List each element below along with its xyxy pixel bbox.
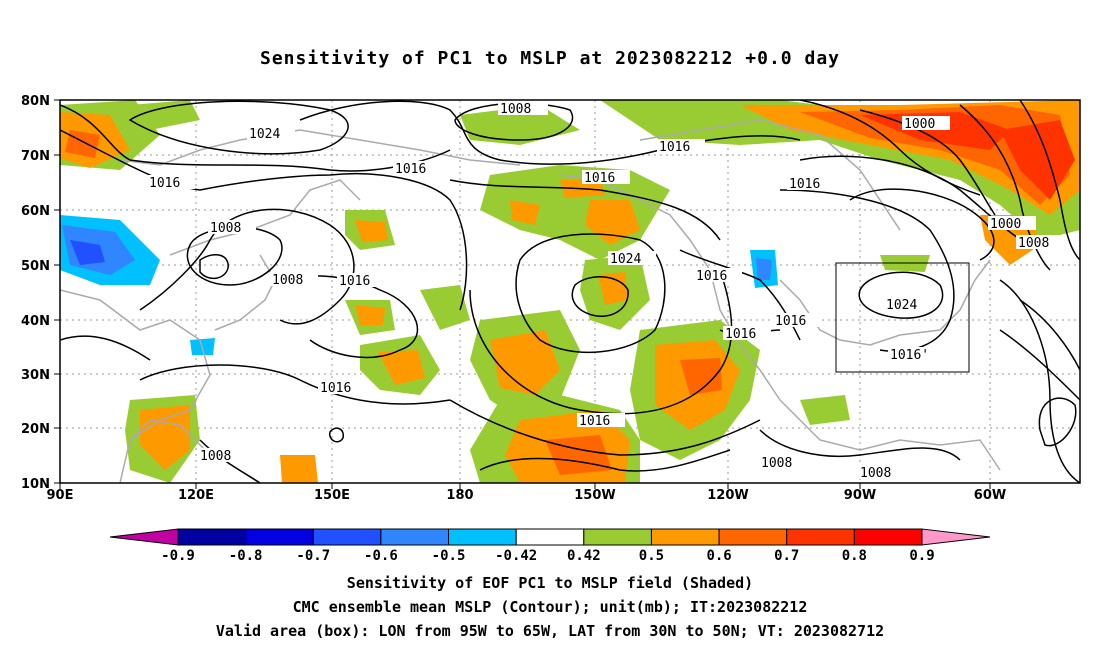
- contour-label: 1008: [272, 273, 303, 288]
- contour-label: 1024: [249, 127, 280, 142]
- colorbar-swatch: [650, 528, 720, 546]
- lon-label: 150W: [574, 488, 615, 503]
- contour-labels: 1008 1024 1016 1016 1016 1008 1008 1016 …: [147, 101, 1064, 481]
- contour-label: 1016': [890, 348, 929, 363]
- colorbar-swatch: [312, 528, 382, 546]
- lat-label: 70N: [21, 149, 50, 164]
- colorbar-label: 0.8: [842, 548, 867, 564]
- lat-label: 10N: [21, 477, 50, 492]
- colorbar-label: -0.5: [432, 548, 466, 564]
- colorbar-swatch: [786, 528, 855, 546]
- colorbar-label: 0.7: [774, 548, 799, 564]
- map-title: Sensitivity of PC1 to MSLP at 2023082212…: [259, 48, 840, 69]
- contour-label: 1024: [610, 252, 641, 267]
- map-frame: [59, 99, 1081, 484]
- lat-label: 50N: [21, 259, 50, 274]
- colorbar-label: -0.7: [296, 548, 330, 564]
- colorbar-swatch: [380, 528, 450, 546]
- colorbar-label: -0.42: [495, 548, 537, 564]
- colorbar-label: 0.5: [639, 548, 664, 564]
- caption-contour: CMC ensemble mean MSLP (Contour); unit(m…: [292, 598, 808, 616]
- contour-label: 1008: [761, 456, 792, 471]
- contour-label: 1008: [860, 466, 891, 481]
- colorbar-label: 0.42: [567, 548, 601, 564]
- colorbar-swatch: [718, 528, 788, 546]
- colorbar-swatch: [515, 528, 585, 546]
- map-plot-area: 1008 1024 1016 1016 1016 1008 1008 1016 …: [60, 100, 1080, 483]
- latitude-labels: 80N 70N 60N 50N 40N 30N 20N 10N: [21, 94, 50, 492]
- lon-label: 90E: [47, 488, 74, 503]
- contour-label: 1016: [775, 314, 806, 329]
- colorbar-label: 0.6: [706, 548, 731, 564]
- contour-label: 1008: [500, 102, 531, 117]
- contour-label: 1016: [725, 327, 756, 342]
- colorbar-label: -0.6: [364, 548, 398, 564]
- contour-label: 1016: [696, 269, 727, 284]
- lon-label: 120W: [707, 488, 748, 503]
- lon-label: 90W: [844, 488, 876, 503]
- contour-label: 1024: [886, 298, 917, 313]
- lon-label: 150E: [314, 488, 350, 503]
- colorbar-swatch: [583, 528, 652, 546]
- contour-label: 1016: [584, 171, 615, 186]
- longitude-labels: 90E 120E 150E 180 150W 120W 90W 60W: [47, 488, 1007, 503]
- colorbar-label: 0.9: [909, 548, 934, 564]
- lon-label: 120E: [178, 488, 214, 503]
- contour-label: 1016: [149, 176, 180, 191]
- colorbar-swatch: [448, 528, 517, 546]
- colorbar-swatch: [177, 528, 247, 546]
- colorbar-swatch: [853, 528, 923, 546]
- colorbar-end-high: [921, 528, 991, 546]
- contour-label: 1000: [904, 117, 935, 132]
- contour-label: 1008: [1018, 236, 1049, 251]
- valid-area-box: [835, 262, 970, 373]
- lat-label: 30N: [21, 368, 50, 383]
- caption-shaded: Sensitivity of EOF PC1 to MSLP field (Sh…: [346, 574, 754, 592]
- contour-label: 1008: [200, 449, 231, 464]
- colorbar-label: -0.9: [161, 548, 195, 564]
- tick-marks: [54, 99, 991, 489]
- colorbar: -0.9 -0.8 -0.7 -0.6 -0.5 -0.42 0.42 0.5 0.6 0.7 0.…: [109, 528, 991, 564]
- colorbar-end-low: [109, 528, 179, 546]
- lat-label: 60N: [21, 204, 50, 219]
- lat-label: 40N: [21, 314, 50, 329]
- contour-label: 1000: [990, 217, 1021, 232]
- lon-label: 60W: [974, 488, 1006, 503]
- contour-label: 1016: [320, 381, 351, 396]
- colorbar-swatch: [245, 528, 314, 546]
- contour-label: 1016: [579, 414, 610, 429]
- contour-label: 1016: [789, 177, 820, 192]
- contour-label: 1016: [395, 162, 426, 177]
- contour-label: 1008: [210, 221, 241, 236]
- lat-label: 20N: [21, 422, 50, 437]
- lon-label: 180: [446, 488, 473, 503]
- contour-label: 1016: [339, 274, 370, 289]
- caption-valid-area: Valid area (box): LON from 95W to 65W, L…: [215, 622, 885, 640]
- colorbar-label: -0.8: [229, 548, 263, 564]
- contour-label: 1016: [659, 140, 690, 155]
- lat-label: 80N: [21, 94, 50, 109]
